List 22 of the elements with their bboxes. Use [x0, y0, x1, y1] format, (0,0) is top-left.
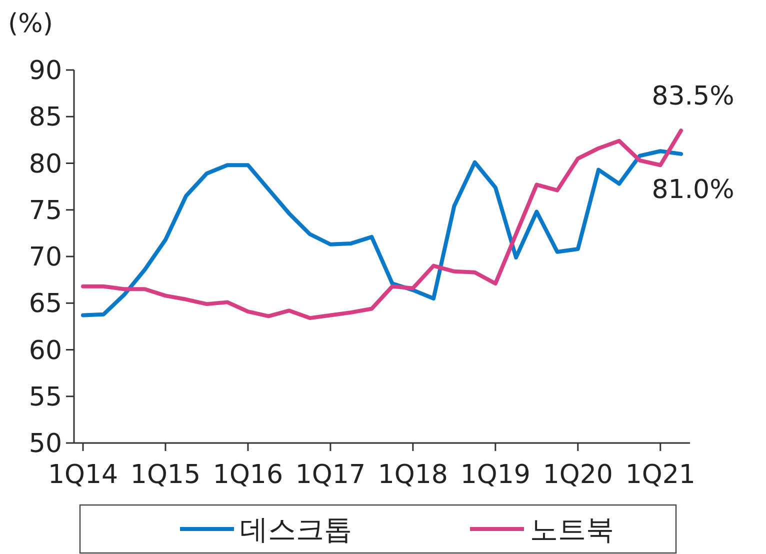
data-label: 81.0% [652, 174, 734, 205]
y-tick-label: 55 [28, 382, 62, 412]
x-tick-label: 1Q17 [295, 460, 366, 490]
x-tick-label: 1Q20 [542, 460, 613, 490]
data-label: 83.5% [652, 82, 734, 112]
legend-label: 데스크톱 [240, 512, 352, 546]
x-tick-label: 1Q18 [378, 460, 448, 490]
y-tick-label: 90 [28, 56, 62, 86]
x-tick-label: 1Q15 [130, 460, 201, 490]
legend-label: 노트북 [530, 512, 614, 546]
y-tick-label: 70 [28, 242, 62, 273]
x-tick-label: 1Q21 [625, 460, 696, 490]
x-tick-label: 1Q19 [460, 460, 530, 490]
y-axis-title: (%) [8, 9, 53, 39]
y-tick-label: 60 [28, 336, 62, 366]
x-tick-label: 1Q14 [48, 460, 118, 490]
y-tick-label: 75 [28, 196, 62, 226]
y-tick-label: 50 [28, 429, 62, 460]
y-tick-label: 65 [28, 289, 62, 320]
y-tick-label: 80 [28, 149, 62, 180]
y-tick-label: 85 [28, 102, 62, 133]
x-tick-label: 1Q16 [212, 460, 284, 490]
